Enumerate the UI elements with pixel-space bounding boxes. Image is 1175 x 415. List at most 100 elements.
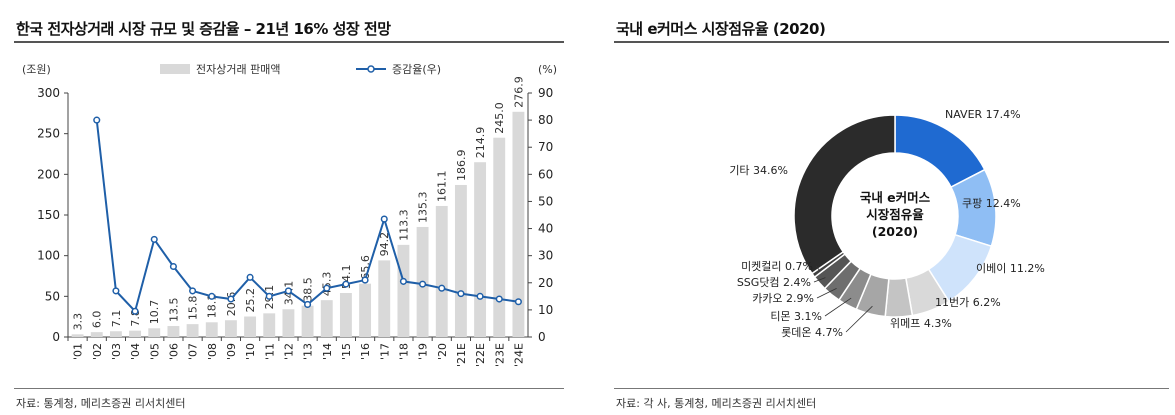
bar: [129, 330, 142, 337]
growth-point: [342, 280, 350, 288]
right-y-tick-label: 0: [538, 330, 546, 344]
bar-value-label: 20.6: [225, 292, 238, 317]
slice-label: 기타 34.6%: [729, 164, 788, 177]
bar-value-label: 94.2: [378, 232, 391, 257]
x-tick-label: '10: [244, 343, 257, 360]
bar: [71, 334, 84, 337]
growth-point: [476, 292, 484, 300]
slice-leader-line: [813, 277, 826, 283]
x-tick-label: '12: [282, 343, 295, 360]
left-axis-unit: (조원): [22, 63, 51, 76]
right-y-tick-label: 80: [538, 113, 553, 127]
growth-point: [150, 235, 158, 243]
x-tick-label: '07: [187, 343, 200, 360]
slice-label: SSG닷컴 2.4%: [737, 276, 811, 289]
growth-point: [457, 290, 465, 298]
bar: [339, 292, 352, 337]
bar: [435, 205, 448, 337]
bar: [493, 137, 506, 337]
bar-value-label: 7.8: [129, 309, 142, 327]
growth-point: [189, 287, 197, 295]
growth-point: [495, 295, 503, 303]
bar: [282, 309, 295, 337]
growth-point: [399, 277, 407, 285]
x-tick-label: '02: [91, 343, 104, 360]
donut-center-label: 국내 e커머스: [860, 190, 931, 205]
bar: [186, 324, 199, 337]
bar: [301, 305, 314, 337]
slice-label: 티몬 3.1%: [770, 310, 822, 323]
left-title-rule: [14, 41, 564, 43]
bar-value-label: 3.3: [72, 313, 85, 331]
slice-label: NAVER 17.4%: [945, 108, 1021, 121]
donut-center-label: (2020): [872, 224, 918, 239]
left-chart-title: 한국 전자상거래 시장 규모 및 증감율 – 21년 16% 성장 전망: [16, 20, 391, 38]
growth-point: [514, 298, 522, 306]
right-y-tick-label: 20: [538, 276, 553, 290]
growth-point: [169, 262, 177, 271]
growth-point: [361, 276, 369, 284]
bar: [109, 331, 122, 337]
bar: [320, 300, 333, 337]
bar: [205, 322, 218, 337]
slice-label: 위메프 4.3%: [890, 317, 952, 330]
right-title-rule: [614, 41, 1169, 43]
growth-point: [112, 287, 120, 295]
left-y-tick-label: 0: [52, 330, 60, 344]
growth-point: [208, 292, 216, 300]
bar: [512, 111, 525, 338]
combo-chart: (조원) (%)전자상거래 판매액 증감율(우)050100150200250300…: [22, 63, 557, 367]
bar-value-label: 13.5: [167, 298, 180, 323]
x-tick-label: '14: [321, 343, 334, 360]
donut-slice: [793, 114, 896, 275]
right-panel: 국내 e커머스 시장점유율 (2020) NAVER 17.4% 쿠팡 12.4%…: [600, 0, 1175, 415]
right-y-tick-label: 70: [538, 140, 553, 154]
right-chart-title: 국내 e커머스 시장점유율 (2020): [616, 20, 826, 38]
bar-value-label: 6.0: [91, 311, 104, 329]
left-y-tick-label: 50: [45, 289, 60, 303]
bar-value-label: 245.0: [493, 102, 506, 134]
left-source-rule: [14, 388, 564, 389]
slice-label: 카카오 2.9%: [752, 292, 814, 305]
bar-value-label: 135.3: [417, 191, 430, 223]
donut-chart: NAVER 17.4% 쿠팡 12.4% 이베이 11.2% 11번가 6.2% 위메프…: [729, 108, 1045, 339]
bar-value-label: 18.1: [206, 294, 219, 319]
bar-value-label: 214.9: [474, 127, 487, 159]
x-tick-label: '16: [359, 343, 372, 360]
legend-line-label: 증감율(우): [392, 63, 441, 76]
bar: [224, 320, 237, 337]
x-tick-label: '24E: [512, 343, 525, 367]
bar-value-label: 10.7: [148, 300, 161, 325]
x-tick-label: '15: [340, 343, 353, 360]
bar: [359, 283, 372, 337]
right-y-tick-label: 40: [538, 222, 553, 236]
bar-value-label: 161.1: [436, 170, 449, 202]
bar: [90, 332, 103, 337]
growth-point: [284, 287, 292, 295]
bar-value-label: 25.2: [244, 288, 257, 312]
x-tick-label: '04: [129, 343, 142, 360]
x-tick-label: '05: [148, 343, 161, 360]
slice-label: 이베이 11.2%: [976, 262, 1045, 275]
slice-leader-line: [816, 287, 837, 299]
x-tick-label: '08: [206, 343, 219, 360]
growth-point: [227, 295, 235, 303]
slice-label: 롯데온 4.7%: [781, 326, 843, 339]
slice-leader-line: [845, 305, 873, 333]
bar: [474, 162, 487, 337]
left-y-tick-label: 250: [37, 127, 60, 141]
x-tick-label: '22E: [474, 343, 487, 367]
legend-bar-label: 전자상거래 판매액: [196, 63, 280, 76]
growth-point: [246, 273, 254, 281]
right-y-tick-label: 10: [538, 303, 553, 317]
x-tick-label: '17: [378, 343, 391, 360]
x-tick-label: '20: [436, 343, 449, 360]
x-tick-label: '21E: [455, 343, 468, 367]
right-y-tick-label: 90: [538, 86, 553, 100]
x-tick-label: '19: [417, 343, 430, 360]
bar: [244, 316, 257, 337]
right-y-tick-label: 50: [538, 194, 553, 208]
growth-point: [131, 307, 139, 315]
x-tick-label: '09: [225, 343, 238, 360]
bar: [263, 313, 276, 337]
